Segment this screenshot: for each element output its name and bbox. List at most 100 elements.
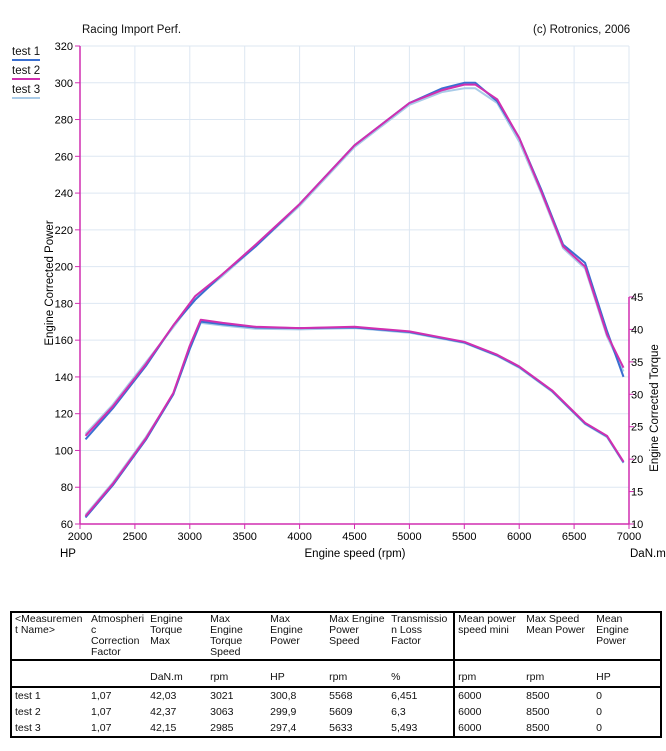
x-tick-label: 3000	[178, 531, 202, 543]
torque-line-test-2	[84, 318, 625, 517]
header-cell: Max Engine Power Speed	[329, 613, 385, 647]
y2-tick-label: 35	[631, 357, 643, 369]
header-right: (c) Rotronics, 2006	[533, 24, 631, 36]
y2-tick-label: 15	[631, 487, 643, 499]
x-tick-label: 2000	[68, 531, 92, 543]
x-tick-label: 6000	[507, 531, 531, 543]
header-left: Racing Import Perf.	[82, 24, 182, 36]
legend-item-test-2[interactable]: test 2	[12, 65, 41, 80]
table-cell: test 3	[15, 721, 41, 734]
table-row: test 1 1,07 42,03 3021 300,8 5568 6,451 …	[11, 687, 661, 704]
table-units-row: DaN.m rpm HP rpm % rpm rpm HP	[11, 659, 661, 688]
table-cell: 5568	[329, 689, 353, 702]
y2-tick-label: 10	[631, 519, 643, 531]
y-axis-label: Engine Corrected Power	[44, 220, 56, 345]
left-unit-label: HP	[60, 548, 76, 560]
x-tick-label: 2500	[123, 531, 147, 543]
unit-cell	[11, 659, 88, 688]
series	[84, 81, 625, 519]
unit-cell: DaN.m	[147, 659, 208, 688]
y-tick-label: 280	[55, 115, 73, 127]
y-tick-label: 200	[55, 262, 73, 274]
table-cell: 5609	[329, 705, 353, 718]
y-tick-label: 260	[55, 151, 73, 163]
table-cell: 6000	[453, 720, 524, 737]
unit-cell: rpm	[207, 659, 268, 688]
table-row: test 3 1,07 42,15 2985 297,4 5633 5,493 …	[11, 720, 661, 737]
table-cell: 42,37	[150, 705, 177, 718]
unit-cell: rpm	[453, 659, 524, 688]
y2-axis-label: Engine Corrected Torque	[649, 344, 661, 472]
header-cell: Max Engine Power	[270, 613, 303, 647]
header-cell: Mean power speed mini	[453, 612, 524, 660]
y-tick-label: 300	[55, 78, 73, 90]
header-cell: Max Speed Mean Power	[526, 613, 586, 636]
table-cell: 6000	[453, 687, 524, 704]
table-cell: 0	[596, 721, 602, 734]
table-cell: 42,15	[150, 721, 177, 734]
y2-tick-label: 25	[631, 422, 643, 434]
table-cell: test 1	[15, 689, 41, 702]
table-cell: 1,07	[91, 721, 112, 734]
table-cell: 8500	[526, 705, 550, 718]
axes: 2000 2500 3000 3500 4000 4500 5000 5500 6000 6500…	[55, 41, 644, 543]
unit-cell: HP	[267, 659, 327, 688]
header-cell: Engine Torque Max	[150, 613, 183, 647]
unit-cell: rpm	[326, 659, 389, 688]
x-tick-label: 6500	[562, 531, 586, 543]
table-cell: 299,9	[270, 705, 297, 718]
table-cell: 42,03	[150, 689, 177, 702]
table-cell: test 2	[15, 705, 41, 718]
table-cell: 297,4	[270, 721, 297, 734]
y-tick-label: 120	[55, 409, 73, 421]
table-cell: 3021	[210, 689, 234, 702]
x-tick-label: 5000	[397, 531, 421, 543]
table-cell: 5,493	[391, 721, 418, 734]
y-tick-label: 100	[55, 445, 73, 457]
y-tick-label: 220	[55, 225, 73, 237]
unit-cell: %	[388, 659, 455, 688]
power-line-test-2	[84, 83, 625, 437]
right-unit-label: DaN.m	[630, 548, 666, 560]
unit-cell: HP	[593, 659, 661, 688]
table-row: test 2 1,07 42,37 3063 299,9 5609 6,3 60…	[11, 704, 661, 720]
table-cell: 8500	[526, 689, 550, 702]
header-cell: <Measuremen t Name>	[15, 613, 83, 636]
y-tick-label: 140	[55, 372, 73, 384]
table-cell: 6000	[453, 704, 524, 720]
table-cell: 3063	[210, 705, 234, 718]
y2-tick-label: 20	[631, 454, 643, 466]
unit-cell: rpm	[523, 659, 594, 688]
table-cell: 2985	[210, 721, 234, 734]
y2-tick-label: 30	[631, 389, 643, 401]
x-tick-label: 7000	[617, 531, 641, 543]
y2-tick-label: 40	[631, 324, 643, 336]
y2-tick-label: 45	[631, 292, 643, 304]
table-cell: 6,3	[391, 705, 406, 718]
header-cell: Max Engine Torque Speed	[210, 613, 243, 658]
y-tick-label: 320	[55, 41, 73, 53]
table-cell: 0	[596, 689, 602, 702]
grid	[79, 45, 630, 525]
results-table: <Measuremen t Name> Atmospheri c Correct…	[10, 611, 662, 738]
y-tick-label: 180	[55, 298, 73, 310]
table-cell: 1,07	[91, 705, 112, 718]
table-cell: 300,8	[270, 689, 297, 702]
table-cell: 0	[596, 705, 602, 718]
y-tick-label: 60	[61, 519, 73, 531]
y-tick-label: 240	[55, 188, 73, 200]
labels: Engine speed (rpm) Engine Corrected Powe…	[44, 220, 666, 560]
header-cell: Atmospheri c Correction Factor	[91, 613, 145, 658]
table-cell: 8500	[526, 721, 550, 734]
x-tick-label: 4000	[287, 531, 311, 543]
legend-item-test-3[interactable]: test 3	[12, 84, 41, 99]
y-tick-label: 160	[55, 335, 73, 347]
y-tick-label: 80	[61, 482, 73, 494]
table-cell: 5633	[329, 721, 353, 734]
x-tick-label: 4500	[342, 531, 366, 543]
legend-item-test-1[interactable]: test 1	[12, 46, 41, 61]
unit-cell	[88, 659, 148, 688]
header-cell: Transmissio n Loss Factor	[391, 613, 448, 647]
table-cell: 1,07	[91, 689, 112, 702]
header-cell: Mean Engine Power	[596, 613, 629, 647]
